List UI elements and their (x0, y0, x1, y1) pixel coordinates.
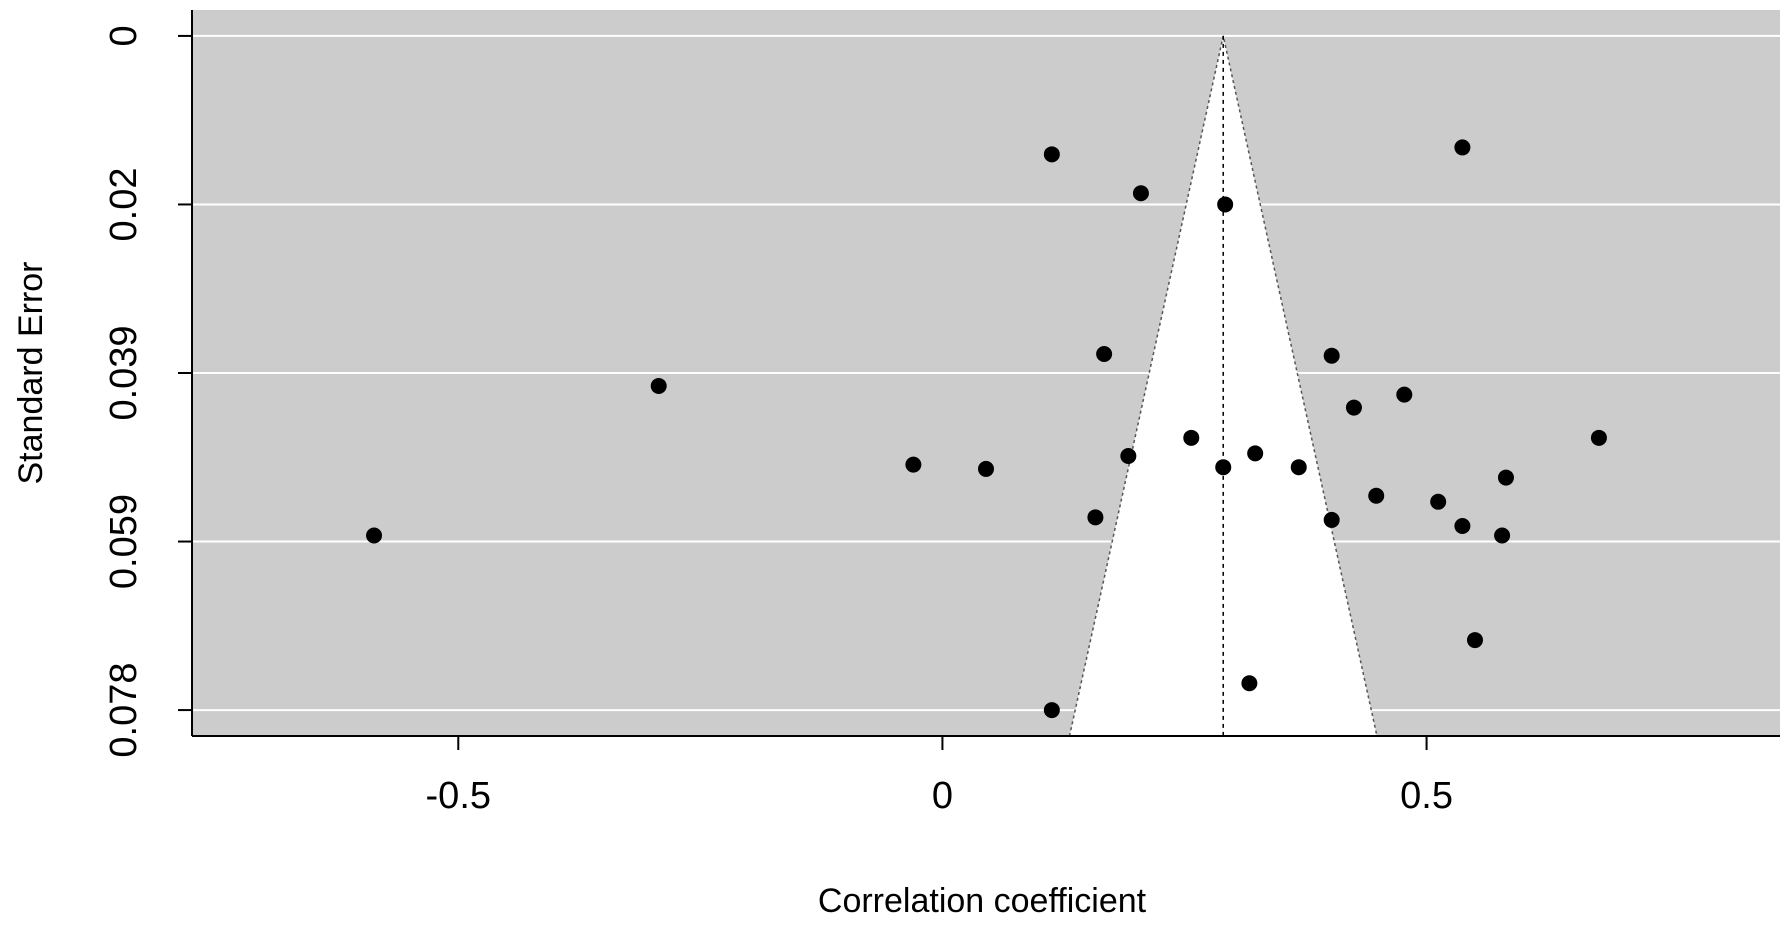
data-point (1120, 447, 1137, 464)
x-axis-title: Correlation coefficient (818, 882, 1147, 920)
data-point (1454, 139, 1471, 156)
data-point (1590, 429, 1607, 446)
data-point (1497, 469, 1514, 486)
y-axis-title: Standard Error (12, 262, 50, 485)
data-point (1466, 632, 1483, 649)
y-tick-label: 0.02 (103, 167, 145, 241)
data-point (1087, 509, 1104, 526)
data-point (978, 460, 994, 477)
grid-lines (192, 34, 1780, 712)
data-point (1368, 487, 1385, 504)
y-axis-ticks: 0 0.02 0.039 0.059 0.078 (103, 25, 192, 758)
y-tick-label: 0.059 (103, 494, 145, 589)
data-points (366, 139, 1607, 719)
data-point (1323, 347, 1340, 364)
data-point (1043, 146, 1060, 163)
data-point (1323, 511, 1340, 528)
data-point (366, 527, 383, 544)
data-point (905, 456, 922, 473)
data-point (1396, 386, 1413, 403)
x-axis-ticks: -0.5 0 0.5 (426, 736, 1453, 817)
funnel-region (1068, 35, 1378, 737)
data-point (1183, 429, 1200, 446)
y-tick-label: 0 (103, 25, 145, 46)
data-point (1345, 399, 1362, 416)
y-tick-label: 0.039 (103, 325, 145, 420)
data-point (1043, 702, 1060, 719)
data-point (1454, 517, 1471, 534)
x-tick-label: -0.5 (426, 775, 491, 817)
y-tick-label: 0.078 (103, 663, 145, 758)
x-tick-label: 0 (932, 775, 953, 817)
data-point (1290, 459, 1307, 476)
data-point (1247, 445, 1264, 462)
data-point (1096, 345, 1113, 362)
data-point (1430, 493, 1447, 510)
data-point (1494, 527, 1511, 544)
data-point (1132, 185, 1149, 202)
data-point (1241, 675, 1258, 692)
data-point (1215, 459, 1232, 476)
data-point (650, 377, 667, 394)
x-tick-label: 0.5 (1400, 775, 1453, 817)
data-point (1217, 196, 1234, 213)
